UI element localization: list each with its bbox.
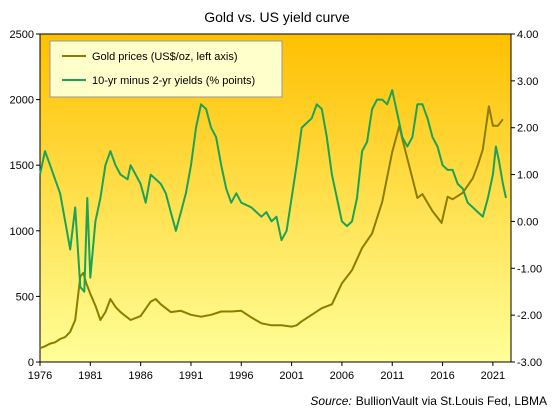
source-text: BullionVault via St.Louis Fed, LBMA (356, 394, 547, 408)
y-right-tick-label: -3.00 (517, 357, 542, 369)
chart-title: Gold vs. US yield curve (204, 9, 350, 25)
y-left-tick-label: 500 (16, 291, 34, 303)
x-tick-label: 1986 (128, 370, 152, 382)
y-right-tick-label: -2.00 (517, 310, 542, 322)
x-tick-label: 2001 (279, 370, 303, 382)
gold-price-line (39, 105, 504, 350)
x-tick-label: 2011 (380, 370, 404, 382)
y-right-tick-label: 0.00 (517, 216, 538, 228)
x-tick-label: 2016 (430, 370, 454, 382)
x-tick-label: 1981 (78, 370, 102, 382)
legend-label-gold: Gold prices (US$/oz, left axis) (92, 51, 238, 63)
series-layer (39, 89, 507, 350)
y-left-tick-label: 2500 (10, 29, 34, 41)
axis-layer: 1976 1981 1986 1991 1996 2001 2006 2011 2016 2021… (10, 29, 543, 382)
y-right-tick-label: -1.00 (517, 263, 542, 275)
x-tick-label: 2021 (481, 370, 505, 382)
y-right-tick-label: 3.00 (517, 76, 538, 88)
y-right-tick-label: 4.00 (517, 29, 538, 41)
source-note: Source: BullionVault via St.Louis Fed, LB… (310, 394, 547, 408)
x-tick-label: 1976 (28, 370, 52, 382)
legend-label-yield: 10-yr minus 2-yr yields (% points) (92, 75, 255, 87)
legend-box (49, 40, 283, 98)
legend: Gold prices (US$/oz, left axis) 10-yr mi… (49, 40, 283, 98)
y-left-tick-label: 1500 (10, 160, 34, 172)
y-right-tick-label: 2.00 (517, 123, 538, 135)
y-right-tick-label: 1.00 (517, 170, 538, 182)
yield-spread-line (39, 89, 507, 293)
source-label: Source: (310, 394, 351, 408)
y-left-tick-label: 2000 (10, 95, 34, 107)
x-tick-label: 1991 (179, 370, 203, 382)
y-left-tick-label: 1000 (10, 226, 34, 238)
x-tick-label: 1996 (229, 370, 253, 382)
x-tick-label: 2006 (330, 370, 354, 382)
y-left-tick-label: 0 (28, 357, 34, 369)
